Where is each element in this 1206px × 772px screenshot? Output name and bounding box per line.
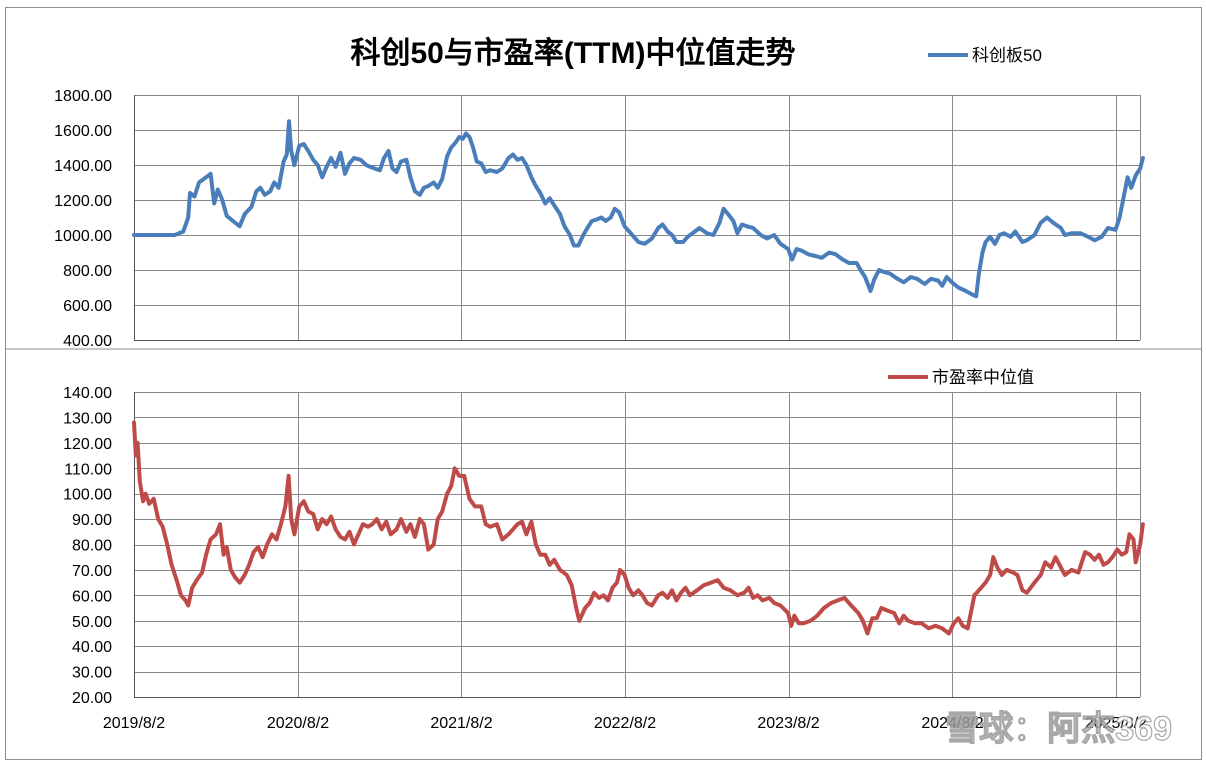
bottom-x-axis: 2019/8/2 2020/8/2 2021/8/2 2022/8/2 2023/8/2… [103, 715, 1147, 732]
x-tick-label: 2023/8/2 [757, 715, 819, 732]
bottom-y-axis: 20.00 30.00 40.00 50.00 60.00 70.00 80.00 90.00… [63, 385, 112, 707]
x-tick-label: 2022/8/2 [594, 715, 656, 732]
top-y-axis: 400.00 600.00 800.00 1000.00 1200.00 1400.00 1… [54, 88, 112, 350]
bottom-y-tick-label: 80.00 [72, 538, 112, 555]
x-tick-label: 2025/8/2 [1085, 715, 1147, 732]
top-y-tick-label: 1200.00 [54, 193, 112, 210]
bottom-y-tick-label: 90.00 [72, 512, 112, 529]
top-y-tick-label: 800.00 [63, 263, 112, 280]
bottom-grid [134, 392, 1141, 698]
top-y-tick-label: 1800.00 [54, 88, 112, 105]
bottom-y-tick-label: 110.00 [64, 461, 112, 478]
x-tick-label: 2019/8/2 [103, 715, 165, 732]
bottom-series-line [132, 420, 1145, 636]
bottom-y-tick-label: 60.00 [72, 588, 112, 605]
top-y-tick-label: 600.00 [63, 298, 112, 315]
chart-outer-border [5, 7, 1202, 760]
bottom-y-tick-label: 30.00 [72, 665, 112, 682]
bottom-legend-label: 市盈率中位值 [932, 368, 1034, 387]
bottom-y-tick-label: 120.00 [63, 436, 112, 453]
bottom-y-tick-label: 130.00 [63, 410, 112, 427]
bottom-legend: 市盈率中位值 [888, 368, 1034, 387]
x-tick-label: 2021/8/2 [430, 715, 492, 732]
watermark-text: 雪球：阿杰369 [945, 710, 1172, 748]
top-y-tick-label: 1000.00 [54, 228, 112, 245]
bottom-y-tick-label: 100.00 [63, 487, 112, 504]
chart-title: 科创50与市盈率(TTM)中位值走势 [351, 36, 796, 70]
bottom-series [132, 420, 1145, 636]
bottom-y-tick-label: 140.00 [63, 385, 112, 402]
top-panel: 400.00 600.00 800.00 1000.00 1200.00 1400.00 1… [54, 36, 1145, 350]
bottom-y-tick-label: 40.00 [72, 639, 112, 656]
top-grid [134, 95, 1141, 341]
bottom-y-tick-label: 20.00 [72, 690, 112, 707]
top-legend: 科创板50 [928, 46, 1042, 65]
x-tick-label: 2020/8/2 [267, 715, 329, 732]
bottom-y-tick-label: 70.00 [72, 563, 112, 580]
x-tick-label: 2024/8/2 [921, 715, 983, 732]
bottom-panel: 20.00 30.00 40.00 50.00 60.00 70.00 80.00 90.00… [63, 368, 1147, 732]
top-y-tick-label: 1400.00 [54, 158, 112, 175]
top-series [132, 119, 1145, 299]
bottom-y-tick-label: 50.00 [72, 614, 112, 631]
top-series-line [132, 119, 1145, 299]
top-y-tick-label: 1600.00 [54, 123, 112, 140]
top-y-tick-label: 400.00 [63, 333, 112, 350]
top-legend-label: 科创板50 [972, 46, 1042, 65]
